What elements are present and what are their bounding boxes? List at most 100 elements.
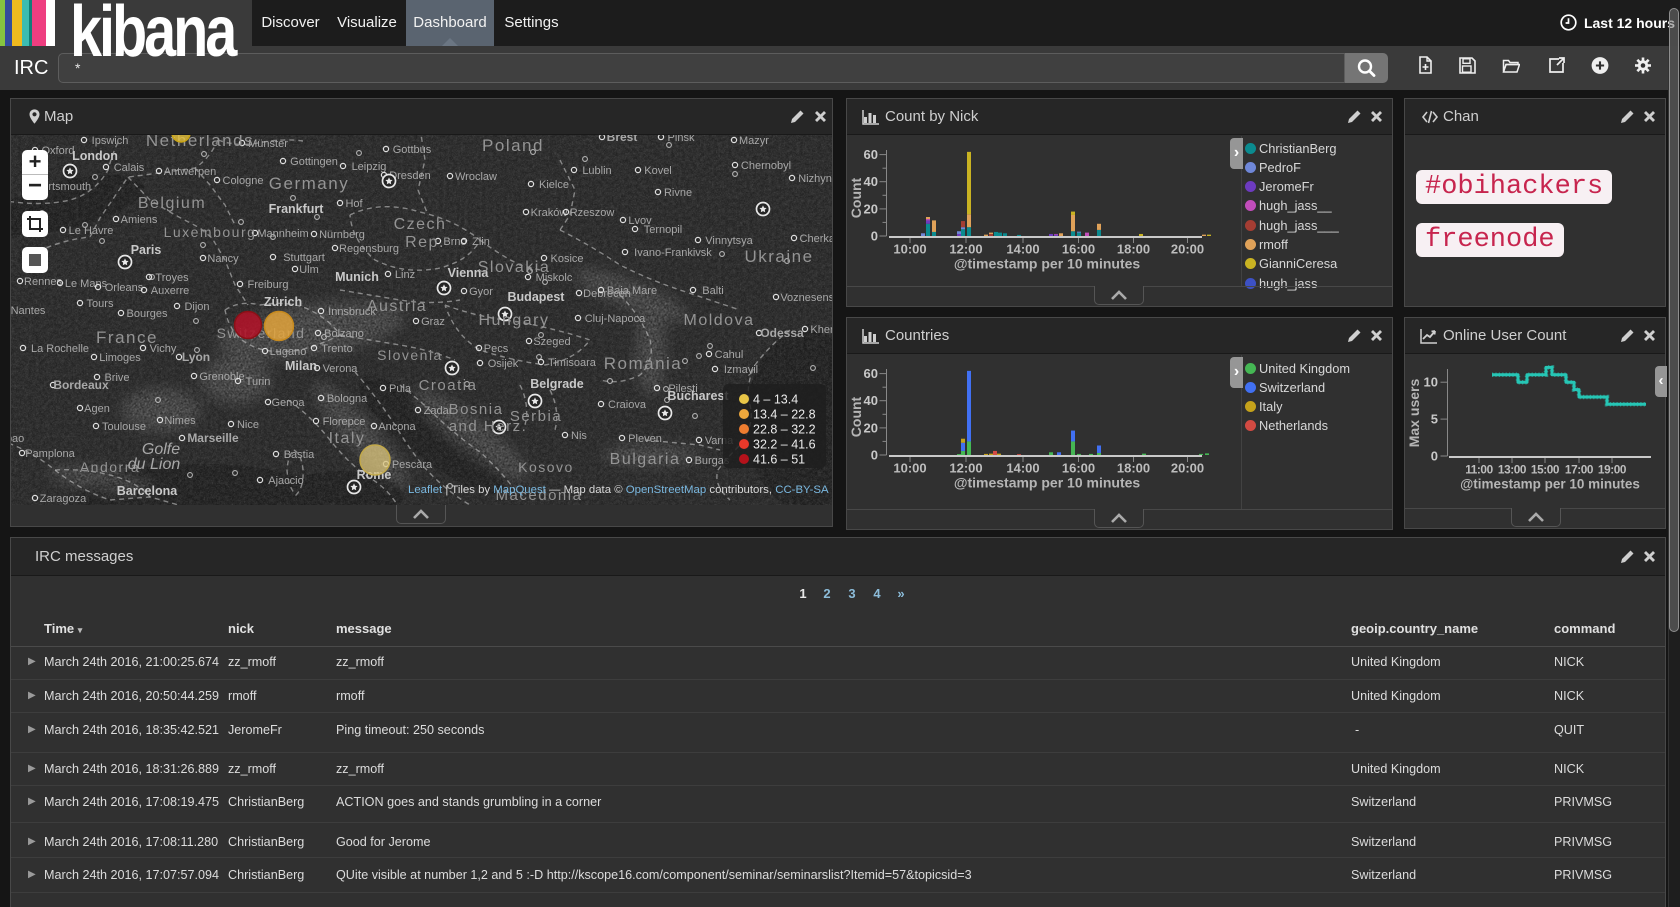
svg-text:Turin: Turin xyxy=(246,376,271,388)
svg-text:Germany: Germany xyxy=(269,174,349,193)
svg-text:Burgas: Burgas xyxy=(695,455,730,467)
svg-text:Pilesti: Pilesti xyxy=(668,383,697,395)
svg-text:@timestamp per 10 minutes: @timestamp per 10 minutes xyxy=(954,475,1141,491)
svg-text:Andorra: Andorra xyxy=(80,459,140,475)
svg-text:Ipswich: Ipswich xyxy=(92,135,129,147)
svg-text:Kosovo: Kosovo xyxy=(518,459,574,475)
svg-text:20: 20 xyxy=(864,420,878,435)
svg-text:Bastia: Bastia xyxy=(284,449,315,461)
svg-text:12:00: 12:00 xyxy=(949,242,982,257)
svg-text:Kovel: Kovel xyxy=(644,165,672,177)
svg-text:Cherkas: Cherkas xyxy=(800,233,832,245)
svg-text:Kielce: Kielce xyxy=(539,179,569,191)
svg-text:Ivano-Frankivsk: Ivano-Frankivsk xyxy=(634,247,712,259)
svg-text:41.6 – 51: 41.6 – 51 xyxy=(753,453,805,467)
svg-text:Czech: Czech xyxy=(394,216,447,233)
svg-text:Cologne: Cologne xyxy=(223,175,264,187)
svg-text:13:00: 13:00 xyxy=(1498,463,1527,477)
svg-text:Nürnberg: Nürnberg xyxy=(319,229,365,241)
svg-text:Florepce: Florepce xyxy=(323,416,366,428)
svg-text:Croatia: Croatia xyxy=(419,377,478,394)
svg-text:Genoa: Genoa xyxy=(271,397,305,409)
svg-text:Freiburg: Freiburg xyxy=(248,279,289,291)
svg-text:10:00: 10:00 xyxy=(893,242,926,257)
svg-text:60: 60 xyxy=(864,366,878,381)
svg-text:Pinsk: Pinsk xyxy=(668,135,695,144)
svg-text:20:00: 20:00 xyxy=(1171,242,1204,257)
svg-text:Graz: Graz xyxy=(421,316,445,328)
svg-text:Debrecen: Debrecen xyxy=(583,288,631,300)
svg-text:du Lion: du Lion xyxy=(128,456,181,473)
svg-text:Le Havre: Le Havre xyxy=(69,225,114,237)
svg-text:Poland: Poland xyxy=(482,136,544,155)
svg-text:Dresden: Dresden xyxy=(389,170,431,182)
svg-text:12:00: 12:00 xyxy=(949,461,982,476)
svg-text:Voznesensk: Voznesensk xyxy=(780,292,832,304)
svg-text:Nantes: Nantes xyxy=(11,305,46,317)
svg-text:Italy: Italy xyxy=(329,430,366,447)
svg-text:18:00: 18:00 xyxy=(1117,242,1150,257)
svg-text:Pamplona: Pamplona xyxy=(25,448,75,460)
svg-text:10: 10 xyxy=(1424,375,1438,390)
svg-text:Nimes: Nimes xyxy=(164,415,196,427)
svg-text:11:00: 11:00 xyxy=(1465,463,1493,477)
svg-text:Mannheim: Mannheim xyxy=(257,228,308,240)
svg-text:Gottingen: Gottingen xyxy=(290,156,338,168)
svg-text:16:00: 16:00 xyxy=(1062,461,1095,476)
svg-text:Bilbao: Bilbao xyxy=(11,433,24,445)
svg-text:0: 0 xyxy=(1431,449,1438,464)
svg-text:Auxerre: Auxerre xyxy=(151,285,190,297)
svg-text:Timisoara: Timisoara xyxy=(548,357,597,369)
svg-text:17:00: 17:00 xyxy=(1565,463,1594,477)
svg-text:Cahul: Cahul xyxy=(715,349,744,361)
svg-text:Belgrade: Belgrade xyxy=(530,377,584,391)
svg-text:Munich: Munich xyxy=(335,270,379,284)
svg-text:32.2 – 41.6: 32.2 – 41.6 xyxy=(753,438,816,452)
svg-text:Romania: Romania xyxy=(604,354,683,373)
svg-text:Bucharest: Bucharest xyxy=(667,389,729,403)
svg-text:Netherlands: Netherlands xyxy=(146,135,254,150)
svg-text:Bologna: Bologna xyxy=(327,393,368,405)
svg-text:Austria: Austria xyxy=(367,298,427,315)
svg-text:Brest: Brest xyxy=(607,135,638,144)
svg-text:Lyon: Lyon xyxy=(182,350,210,364)
svg-text:Slovenia: Slovenia xyxy=(377,347,443,363)
svg-text:Le Mans: Le Mans xyxy=(65,278,108,290)
svg-text:Slovakia: Slovakia xyxy=(478,259,550,276)
svg-text:La Rochelle: La Rochelle xyxy=(31,343,89,355)
svg-text:Szeged: Szeged xyxy=(533,336,570,348)
svg-text:Pecs: Pecs xyxy=(484,343,509,355)
svg-text:Hungary: Hungary xyxy=(479,312,550,329)
svg-text:Toulouse: Toulouse xyxy=(102,421,146,433)
svg-text:20:00: 20:00 xyxy=(1171,461,1204,476)
svg-text:Grenoble: Grenoble xyxy=(199,371,244,383)
svg-text:Milan: Milan xyxy=(285,359,317,373)
svg-text:Craiova: Craiova xyxy=(608,399,647,411)
svg-text:Rzeszow: Rzeszow xyxy=(570,207,615,219)
svg-text:Leaflet | Tiles by MapQuest —: Leaflet | Tiles by MapQuest — Map data ©… xyxy=(408,484,829,496)
svg-text:Izmayil: Izmayil xyxy=(724,364,758,376)
svg-text:Nice: Nice xyxy=(237,419,259,431)
svg-text:Vienna: Vienna xyxy=(448,266,490,280)
svg-text:Oxford: Oxford xyxy=(41,145,74,157)
svg-text:Ternopil: Ternopil xyxy=(644,224,683,236)
svg-text:Pescara: Pescara xyxy=(392,459,433,471)
svg-text:Moldova: Moldova xyxy=(684,312,755,329)
svg-text:Kher: Kher xyxy=(810,324,832,336)
svg-text:Zadar: Zadar xyxy=(424,405,453,417)
svg-text:Kraków: Kraków xyxy=(531,207,568,219)
svg-text:Zaragoza: Zaragoza xyxy=(40,493,87,505)
svg-text:Nis: Nis xyxy=(571,430,587,442)
svg-text:Regensburg: Regensburg xyxy=(339,243,399,255)
svg-text:60: 60 xyxy=(864,147,878,162)
svg-text:and Herz.: and Herz. xyxy=(449,418,528,435)
svg-text:10:00: 10:00 xyxy=(893,461,926,476)
svg-text:Antwerpen: Antwerpen xyxy=(164,166,217,178)
svg-text:Linz: Linz xyxy=(395,269,415,281)
svg-text:Bulgaria: Bulgaria xyxy=(610,451,681,468)
svg-text:Leipzig: Leipzig xyxy=(352,161,387,173)
svg-text:Barcelona: Barcelona xyxy=(117,484,178,498)
svg-text:Bordeaux: Bordeaux xyxy=(53,378,109,392)
svg-text:Mazyr: Mazyr xyxy=(739,135,769,147)
svg-text:Amiens: Amiens xyxy=(121,214,158,226)
